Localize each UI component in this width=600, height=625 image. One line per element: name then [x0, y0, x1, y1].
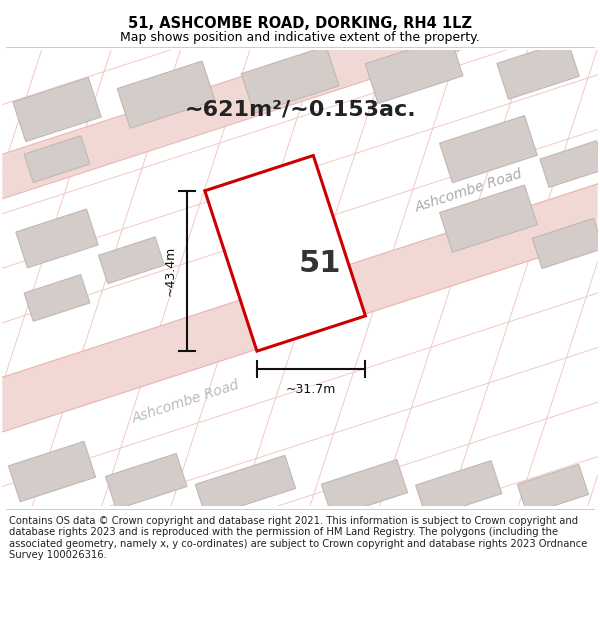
Polygon shape — [540, 141, 600, 188]
Text: Ashcombe Road: Ashcombe Road — [413, 167, 524, 215]
Polygon shape — [532, 218, 600, 269]
Polygon shape — [517, 464, 589, 514]
Polygon shape — [2, 184, 598, 432]
Text: ~31.7m: ~31.7m — [286, 383, 337, 396]
Text: Map shows position and indicative extent of the property.: Map shows position and indicative extent… — [120, 31, 480, 44]
Polygon shape — [117, 61, 215, 128]
Text: ~43.4m: ~43.4m — [164, 246, 177, 296]
Polygon shape — [98, 237, 164, 284]
Polygon shape — [440, 185, 538, 253]
Text: ~621m²/~0.153ac.: ~621m²/~0.153ac. — [184, 99, 416, 119]
Polygon shape — [497, 41, 579, 99]
Polygon shape — [416, 461, 502, 518]
Polygon shape — [8, 441, 95, 502]
Polygon shape — [195, 456, 296, 518]
Polygon shape — [322, 459, 407, 517]
Polygon shape — [205, 156, 365, 351]
Text: Ashcombe Road: Ashcombe Road — [130, 378, 241, 426]
Polygon shape — [2, 0, 598, 199]
Polygon shape — [24, 136, 90, 182]
Polygon shape — [24, 274, 90, 321]
Text: 51, ASHCOMBE ROAD, DORKING, RH4 1LZ: 51, ASHCOMBE ROAD, DORKING, RH4 1LZ — [128, 16, 472, 31]
Text: Contains OS data © Crown copyright and database right 2021. This information is : Contains OS data © Crown copyright and d… — [9, 516, 587, 561]
Polygon shape — [440, 116, 538, 182]
Polygon shape — [16, 209, 98, 268]
Polygon shape — [241, 46, 339, 113]
Polygon shape — [365, 36, 463, 104]
Polygon shape — [106, 454, 187, 509]
Text: 51: 51 — [299, 249, 341, 278]
Polygon shape — [222, 186, 314, 301]
Polygon shape — [13, 78, 101, 142]
